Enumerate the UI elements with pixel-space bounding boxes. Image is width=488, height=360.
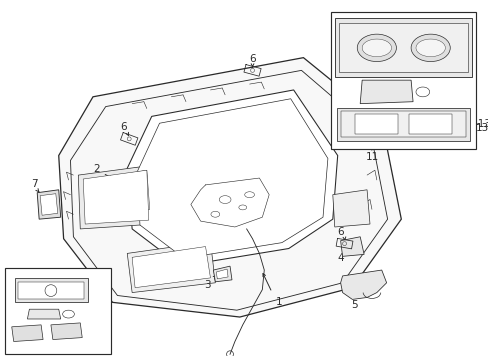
Polygon shape bbox=[137, 99, 327, 258]
Polygon shape bbox=[59, 58, 401, 317]
Ellipse shape bbox=[415, 39, 445, 57]
Polygon shape bbox=[127, 242, 215, 293]
Text: 11: 11 bbox=[365, 152, 378, 162]
Text: 8: 8 bbox=[47, 268, 54, 278]
Bar bbox=[355, 114, 398, 134]
Text: 5: 5 bbox=[350, 300, 357, 310]
Ellipse shape bbox=[357, 34, 396, 62]
Polygon shape bbox=[18, 282, 84, 300]
Polygon shape bbox=[83, 170, 148, 224]
Polygon shape bbox=[78, 165, 154, 229]
Polygon shape bbox=[360, 80, 412, 104]
Polygon shape bbox=[12, 325, 43, 342]
Polygon shape bbox=[127, 90, 337, 266]
Polygon shape bbox=[334, 18, 471, 77]
Text: 6: 6 bbox=[120, 122, 126, 132]
Text: 2: 2 bbox=[93, 164, 100, 174]
Bar bbox=[5, 268, 110, 354]
Polygon shape bbox=[332, 190, 369, 227]
Ellipse shape bbox=[362, 39, 391, 57]
Polygon shape bbox=[93, 165, 154, 219]
Polygon shape bbox=[51, 323, 82, 339]
Polygon shape bbox=[340, 270, 386, 300]
Text: 7: 7 bbox=[31, 179, 38, 189]
Polygon shape bbox=[340, 112, 465, 137]
Polygon shape bbox=[98, 170, 149, 215]
Text: 6: 6 bbox=[249, 54, 255, 64]
Polygon shape bbox=[338, 23, 467, 72]
Polygon shape bbox=[340, 237, 364, 256]
Polygon shape bbox=[40, 194, 58, 215]
Ellipse shape bbox=[410, 34, 449, 62]
Text: 9: 9 bbox=[24, 307, 31, 317]
Text: 10: 10 bbox=[7, 332, 20, 342]
Polygon shape bbox=[132, 247, 210, 288]
Text: -13: -13 bbox=[473, 119, 488, 129]
Bar bbox=[330, 12, 475, 149]
Polygon shape bbox=[70, 70, 387, 310]
Text: 12: 12 bbox=[445, 87, 458, 97]
Text: 4: 4 bbox=[337, 253, 343, 263]
Polygon shape bbox=[216, 269, 227, 279]
Text: 3: 3 bbox=[204, 280, 210, 290]
Polygon shape bbox=[15, 278, 88, 302]
Text: 1: 1 bbox=[275, 297, 282, 307]
Polygon shape bbox=[336, 108, 469, 141]
Bar bbox=[408, 114, 451, 134]
Text: 13: 13 bbox=[475, 123, 488, 133]
Polygon shape bbox=[37, 190, 61, 219]
Text: 6: 6 bbox=[337, 227, 343, 237]
Text: 2: 2 bbox=[187, 258, 194, 268]
Polygon shape bbox=[213, 266, 231, 282]
Polygon shape bbox=[27, 309, 61, 319]
